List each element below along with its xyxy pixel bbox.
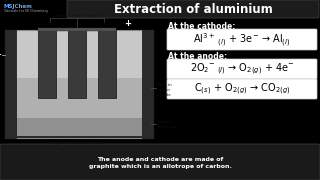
FancyBboxPatch shape <box>0 144 320 180</box>
Bar <box>142 30 153 138</box>
Bar <box>7 118 151 136</box>
Bar <box>68 30 86 98</box>
Text: C$_{(s)}$ + O$_{2(g)}$ → CO$_{2(g)}$: C$_{(s)}$ + O$_{2(g)}$ → CO$_{2(g)}$ <box>194 82 291 97</box>
Text: negative carbon cathode: negative carbon cathode <box>50 141 104 145</box>
Text: Tutorials for IB Chemistry: Tutorials for IB Chemistry <box>3 9 48 13</box>
Text: −: − <box>0 51 1 60</box>
Text: molten
aluminium: molten aluminium <box>157 120 178 129</box>
Bar <box>98 30 116 98</box>
Bar <box>5 30 153 138</box>
FancyBboxPatch shape <box>167 59 317 79</box>
FancyBboxPatch shape <box>167 79 317 99</box>
Text: At the cathode:: At the cathode: <box>168 22 236 31</box>
Bar <box>7 78 151 134</box>
Text: positive carbon anode: positive carbon anode <box>53 14 101 18</box>
Text: Al$^{3+}$$_{\ (l)}$ + 3e$^{-}$ → Al$_{(l)}$: Al$^{3+}$$_{\ (l)}$ + 3e$^{-}$ → Al$_{(l… <box>193 31 291 49</box>
FancyBboxPatch shape <box>167 29 317 50</box>
FancyBboxPatch shape <box>67 0 319 18</box>
Text: +: + <box>124 19 131 28</box>
Text: 2O$_2$$^{-}$$_{\ (l)}$ → O$_{2(g)}$ + 4e$^{-}$: 2O$_2$$^{-}$$_{\ (l)}$ → O$_{2(g)}$ + 4e… <box>190 62 294 77</box>
Text: MSJChem: MSJChem <box>3 4 32 9</box>
Text: Al₂O₃ in
molten
cryolite: Al₂O₃ in molten cryolite <box>157 83 172 97</box>
Text: At the anode:: At the anode: <box>168 52 227 61</box>
Text: The anode and cathode are made of
graphite which is an allotrope of carbon.: The anode and cathode are made of graphi… <box>89 157 231 169</box>
Bar <box>38 30 56 98</box>
Text: Extraction of aluminium: Extraction of aluminium <box>114 3 272 16</box>
Bar <box>5 136 153 138</box>
Bar <box>38 28 116 31</box>
Bar <box>5 30 16 138</box>
